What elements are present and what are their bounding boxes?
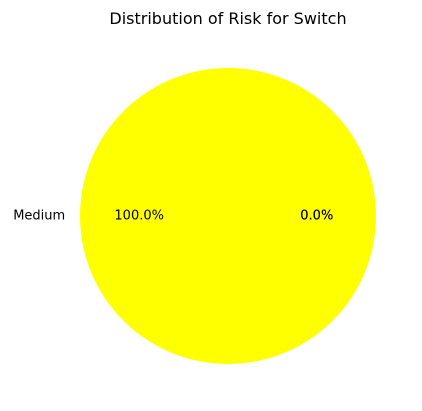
- pie-percent-label-2: 0.0%: [300, 209, 333, 224]
- pie-percent-label-1: 0.0%: [300, 209, 333, 224]
- pie-category-label-0: Medium: [13, 209, 65, 224]
- chart-title: Distribution of Risk for Switch: [109, 9, 346, 28]
- pie-slices: [80, 68, 376, 364]
- pie-labels: Medium 100.0% 0.0%0.0%: [13, 209, 333, 224]
- pie-percent-label-0: 100.0%: [114, 209, 164, 224]
- pie-slice-0: [80, 68, 376, 364]
